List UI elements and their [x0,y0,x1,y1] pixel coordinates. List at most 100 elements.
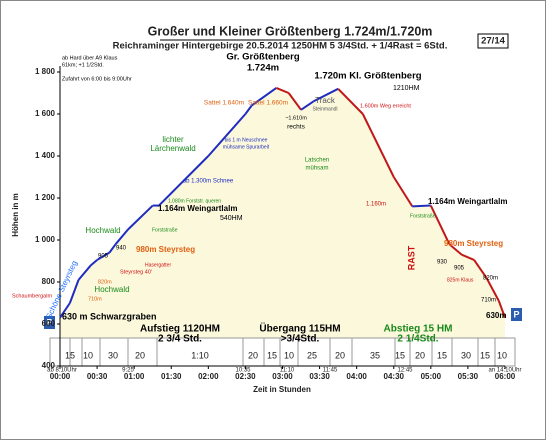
duration-label: 20 [248,350,258,360]
phase-label: 2 1/4Std. [397,334,438,345]
annotation: mühsame Spurarbeit [223,144,270,150]
annotation: bis 1 m Neuschnee [225,137,268,143]
annotation: Gr. Größtenberg [226,52,300,63]
annotation: Sattel 1.660m [248,100,288,107]
annotation: Lärchenwald [150,144,195,153]
duration-label: 15 [65,350,75,360]
annotation: Sattel 1.640m [204,100,244,107]
x-tick-label: 03:30 [309,372,330,381]
x-tick-label: 01:30 [161,372,182,381]
y-tick-label: 1 000 [35,235,56,244]
profile-segment [361,113,395,178]
x-tick-label: 00:30 [87,372,108,381]
annotation: Hochwald [94,285,129,294]
annotation: rechts [287,124,305,131]
x-tick-label: 05:00 [421,372,442,381]
duration-label: 35 [370,350,380,360]
annotation: 61km; +1 1/2Std. [62,62,104,68]
y-tick-label: 1 600 [35,109,56,118]
annotation: 1.164m Weingartlalm [428,197,507,206]
annotation: 1.164m Weingartlalm [158,204,237,213]
annotation: 710m [88,296,102,302]
profile-segment [392,176,414,207]
clock-time: an 14:10Uhr [488,368,521,374]
profile-segment [412,204,431,208]
x-tick-label: 04:00 [346,372,367,381]
annotation: 1.720m Kl. Größtenberg [314,71,421,82]
x-tick-label: 02:30 [235,372,256,381]
profile-segment [59,302,71,319]
duration-label: 10 [497,350,507,360]
duration-label: 15 [267,350,277,360]
profile-segment [300,100,314,111]
subtitle: Reichraminger Hintergebirge 20.5.2014 12… [113,41,448,52]
annotation: ab 1.300m Schnee [183,179,234,185]
profile-segment [68,279,80,304]
y-tick-label: 1 800 [35,67,56,76]
area-fill [60,87,505,367]
annotation: 1.724m [247,63,279,74]
duration-label: 15 [437,350,447,360]
annotation: 980m Steyrsteg [136,245,195,254]
annotation: 630 m Schwarzgraben [62,311,157,321]
y-axis-label: Höhen in m [11,193,20,237]
annotation: 940 [116,246,127,252]
annotation: 630m [486,311,506,320]
chart-title: Großer und Kleiner Größtenberg 1.724m/1.… [148,24,433,38]
annotation: Forststraße [152,227,178,233]
x-tick-label: 01:00 [124,372,145,381]
parking-right [511,308,522,321]
annotation: Zufahrt von 6:00 bis 9:00Uhr [62,76,132,82]
duration-label: 20 [335,350,345,360]
profile-segment [312,87,339,103]
annotation: Hochwald [85,226,120,235]
phase-label: Aufstieg 1120HM [140,324,220,335]
x-tick-label: 05:30 [458,372,479,381]
profile-segment [90,259,98,266]
duration-label: 20 [135,350,145,360]
y-tick-label: 600 [42,319,56,328]
phase-label: >3/4Std. [281,334,320,345]
y-tick-label: 1 400 [35,151,56,160]
annotation: ab Hard über A9 Klaus [62,55,118,61]
annotation: lichter [162,135,184,144]
annotation: 820m [483,276,498,282]
duration-label: 30 [461,350,471,360]
y-tick-label: 1 200 [35,193,56,202]
profile-segment [429,205,451,245]
duration-label: 25 [307,350,317,360]
parking-left [44,316,55,329]
annotation: 905 [98,254,109,260]
profile-segment [485,277,500,302]
annotation: Schaumbergalm [12,293,52,299]
clock-time: 9:25 [122,368,134,374]
annotation: Steinmandl [312,106,337,112]
duration-label: 30 [108,350,118,360]
clock-time: 12:45 [397,368,413,374]
profile-segment [461,253,475,261]
duration-label: 1:10 [191,350,209,360]
x-tick-label: 02:00 [198,372,219,381]
profile-segment [96,251,110,261]
annotation: Forststraße [410,213,436,219]
y-tick-label: 800 [42,277,56,286]
annotation: mühsam [305,166,328,172]
clock-time: ab 8:10Uhr [47,368,77,374]
clock-time: 11:45 [323,368,338,374]
profile-segment [77,264,92,281]
annotation: 820m [98,279,112,285]
phase-label: Übergang 115HM [259,322,340,335]
x-tick-label: 00:00 [50,372,71,381]
badge-text: 27/14 [481,36,505,47]
profile-segment [448,243,463,256]
annotation: RAST [406,245,416,270]
profile-segment [337,88,364,115]
annotation: 1.160m [366,202,386,208]
annotation: Track [315,96,336,105]
duration-label: 20 [415,350,425,360]
annotation: ~1.610m [285,115,307,121]
profile-segment [207,113,247,157]
badge [477,33,509,49]
clock-time: 10:35 [235,368,251,374]
